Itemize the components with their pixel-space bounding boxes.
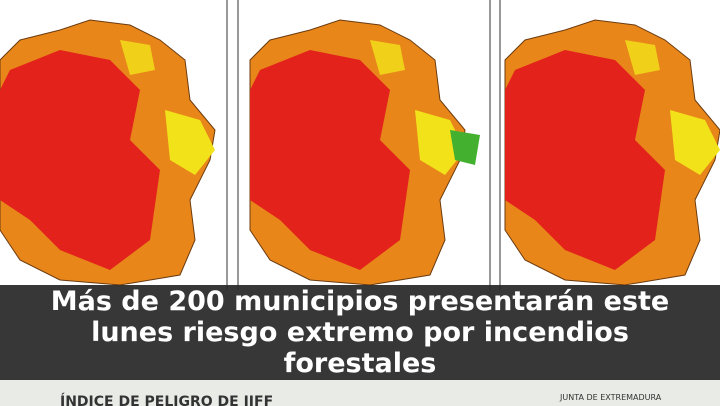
map-panel bbox=[504, 19, 720, 286]
caption-bar: Más de 200 municipios presentarán este l… bbox=[0, 285, 720, 380]
headline: Más de 200 municipios presentarán este l… bbox=[50, 286, 670, 379]
source: JUNTA DE EXTREMADURA bbox=[560, 393, 662, 402]
legend-title: ÍNDICE DE PELIGRO DE IIFF bbox=[60, 394, 274, 406]
legend-strip: ÍNDICE DE PELIGRO DE IIFF JUNTA DE EXTRE… bbox=[0, 380, 720, 406]
map-panel bbox=[249, 19, 480, 286]
map-panel bbox=[0, 19, 216, 286]
